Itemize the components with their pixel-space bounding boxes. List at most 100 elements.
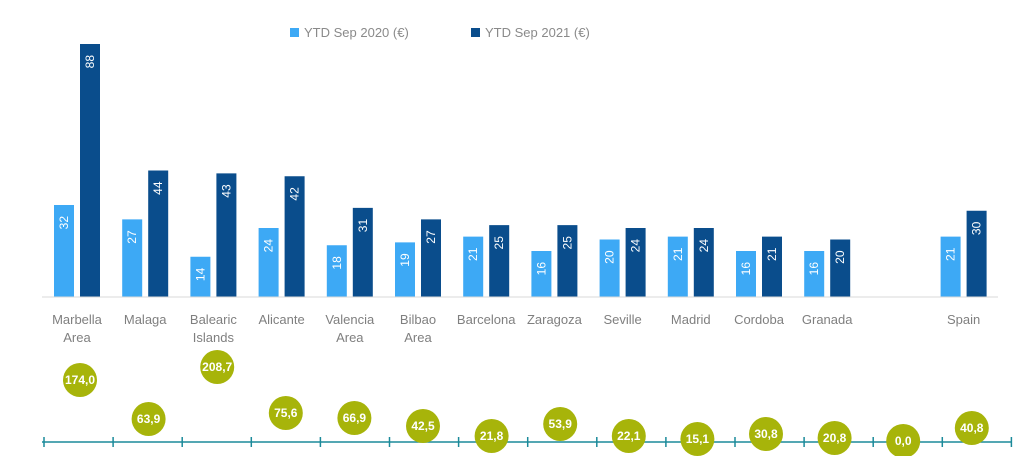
bar-value-label: 27 — [424, 230, 438, 244]
bar-2021 — [830, 239, 851, 297]
growth-bubble — [268, 396, 303, 430]
growth-bubble-label: 42,5 — [411, 419, 435, 433]
growth-bubble-label: 208,7 — [202, 360, 232, 374]
growth-bubble — [817, 421, 852, 455]
bar-value-label: 21 — [671, 247, 685, 261]
bar-2021 — [80, 44, 100, 297]
bar-2021 — [284, 176, 305, 297]
category-label: Malaga — [124, 312, 167, 327]
growth-bubble — [954, 411, 989, 445]
bar-2020 — [531, 251, 552, 297]
growth-bubble-label: 0,0 — [895, 434, 912, 448]
growth-bubble-label: 40,8 — [960, 421, 984, 435]
bar-value-label: 44 — [151, 181, 165, 195]
legend-label-2021: YTD Sep 2021 (€) — [485, 25, 590, 40]
bar-2021 — [148, 170, 169, 297]
category-label: Zaragoza — [527, 312, 583, 327]
bar-value-label: 31 — [356, 219, 370, 233]
bar-value-label: 18 — [330, 256, 344, 270]
bar-value-label: 21 — [765, 247, 779, 261]
category-label: Balearic — [190, 312, 237, 327]
bar-2020 — [326, 245, 347, 297]
bar-2020 — [395, 242, 415, 297]
growth-bubble-label: 53,9 — [549, 417, 573, 431]
bars-group: 32 88 27 44 14 43 24 42 18 31 19 27 21 25 16 25 20 24 21 24… — [54, 44, 987, 297]
growth-bubble-label: 22,1 — [617, 429, 641, 443]
bar-2020 — [940, 236, 961, 297]
category-label: Area — [404, 330, 432, 345]
bar-value-label: 24 — [629, 239, 643, 253]
bar-2021 — [421, 219, 441, 297]
bar-2021 — [966, 210, 987, 297]
bar-value-label: 24 — [697, 239, 711, 253]
bar-value-label: 27 — [125, 230, 139, 244]
category-labels: Marbella Area Malaga Balearic Islands Alicant… — [52, 312, 980, 345]
category-label: Bilbao — [400, 312, 436, 327]
category-label: Cordoba — [734, 312, 785, 327]
legend-swatch-2021 — [471, 28, 480, 37]
bar-2021 — [693, 228, 714, 297]
growth-bubble — [63, 363, 97, 397]
bar-value-label: 42 — [288, 187, 302, 201]
bar-value-label: 14 — [193, 267, 207, 281]
growth-bubble — [543, 407, 578, 441]
category-label: Alicante — [258, 312, 304, 327]
bar-2020 — [122, 219, 143, 297]
category-label: Islands — [193, 330, 235, 345]
growth-bubble — [200, 350, 235, 384]
growth-bubble — [749, 417, 783, 451]
bar-value-label: 30 — [970, 221, 984, 235]
category-label: Area — [63, 330, 91, 345]
bar-2020 — [667, 236, 688, 297]
bar-2020 — [599, 239, 620, 297]
category-label: Seville — [603, 312, 641, 327]
growth-bubble — [406, 409, 440, 443]
growth-bubble-label: 174,0 — [65, 373, 95, 387]
legend: YTD Sep 2020 (€) YTD Sep 2021 (€) — [290, 25, 590, 40]
bar-value-label: 16 — [534, 262, 548, 276]
category-label: Area — [336, 330, 364, 345]
bar-value-label: 16 — [739, 262, 753, 276]
growth-bubble-label: 30,8 — [754, 427, 778, 441]
growth-bubble — [131, 402, 166, 436]
bar-2020 — [190, 256, 211, 297]
bar-2021 — [216, 173, 237, 297]
growth-bubble — [886, 424, 921, 456]
growth-bubble-label: 75,6 — [274, 406, 298, 420]
bar-2021 — [762, 236, 782, 297]
bar-value-label: 20 — [833, 250, 847, 264]
bar-2021 — [489, 225, 510, 297]
category-label: Barcelona — [457, 312, 516, 327]
bar-2020 — [804, 251, 825, 297]
growth-bubble-label: 63,9 — [137, 412, 161, 426]
growth-bubble — [611, 419, 646, 453]
bar-value-label: 21 — [944, 247, 958, 261]
bar-value-label: 19 — [398, 253, 412, 267]
legend-swatch-2020 — [290, 28, 299, 37]
growth-timeline — [42, 437, 1013, 447]
category-label: Marbella — [52, 312, 103, 327]
bar-value-label: 21 — [466, 247, 480, 261]
growth-bubble — [680, 422, 715, 456]
bar-value-label: 16 — [807, 262, 821, 276]
growth-bubble-label: 15,1 — [686, 432, 710, 446]
growth-bubble — [337, 401, 372, 435]
bar-value-label: 20 — [603, 250, 617, 264]
bar-2020 — [54, 205, 74, 297]
bar-2020 — [736, 251, 756, 297]
growth-bubble-label: 66,9 — [343, 411, 367, 425]
category-label: Madrid — [671, 312, 711, 327]
bar-2020 — [258, 228, 279, 297]
bar-value-label: 25 — [492, 236, 506, 250]
bar-value-label: 32 — [57, 216, 71, 230]
growth-bubble — [474, 419, 509, 453]
bar-value-label: 25 — [560, 236, 574, 250]
bar-2021 — [352, 207, 373, 297]
growth-bubble-label: 21,8 — [480, 429, 504, 443]
bar-value-label: 43 — [219, 184, 233, 198]
bar-2021 — [557, 225, 578, 297]
bar-2020 — [463, 236, 484, 297]
bar-value-label: 88 — [83, 55, 97, 69]
category-label: Valencia — [325, 312, 375, 327]
